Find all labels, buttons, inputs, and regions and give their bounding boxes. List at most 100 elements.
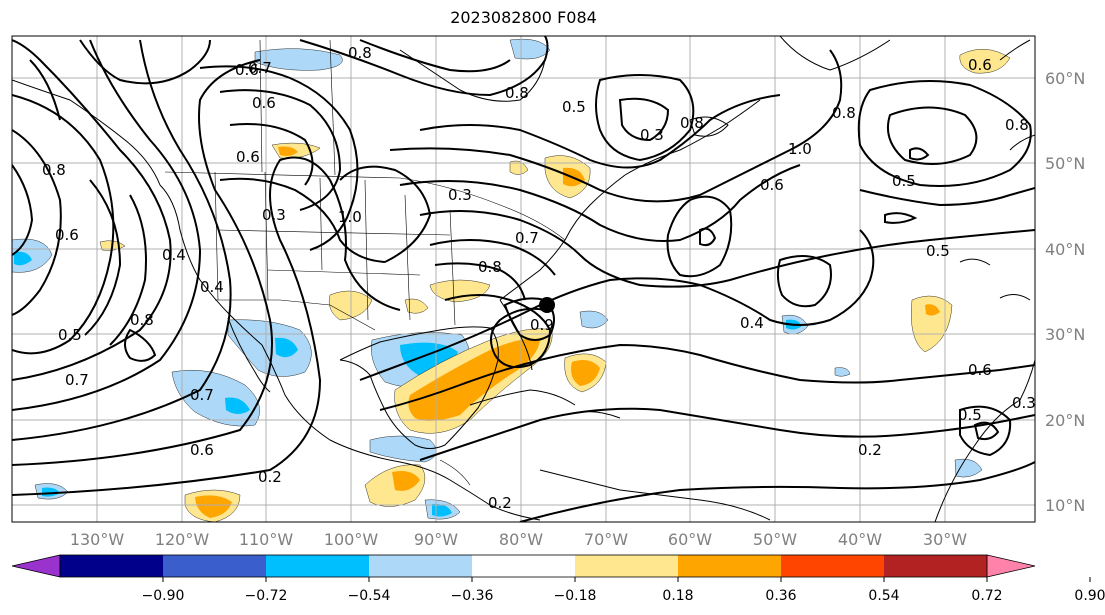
positive-patch bbox=[195, 495, 232, 518]
colorbar-tick-label: 0.54 bbox=[868, 588, 899, 604]
contour-label: 0.3 bbox=[640, 126, 664, 144]
negative-patch bbox=[432, 503, 452, 517]
contour-label: 0.4 bbox=[162, 246, 186, 264]
positive-patch bbox=[404, 298, 429, 314]
negative-patch bbox=[954, 458, 983, 478]
colorbar-outline bbox=[59, 554, 988, 578]
contour-label: 0.8 bbox=[1005, 116, 1029, 134]
colorbar-tick-label: −0.72 bbox=[245, 588, 288, 604]
positive-patch bbox=[959, 49, 1011, 74]
coast-africa bbox=[934, 359, 1035, 522]
map-area: 0.6 0.7 0.6 0.6 0.3 0.8 1.0 0.8 0.5 0.3 … bbox=[12, 36, 1036, 522]
latitude-labels: 60°N 50°N 40°N 30°N 20°N 10°N bbox=[1045, 69, 1085, 515]
contour-label: 0.6 bbox=[968, 361, 992, 379]
lat-label: 50°N bbox=[1045, 154, 1085, 173]
political-borders bbox=[164, 39, 566, 486]
coast-us-west bbox=[159, 184, 263, 346]
negative-patch bbox=[275, 337, 298, 358]
coast-hispaniola bbox=[579, 411, 621, 419]
graticule bbox=[12, 36, 1035, 522]
colorbar-tick-label: 0.90 bbox=[1074, 588, 1105, 604]
contour-label: 0.2 bbox=[858, 441, 882, 459]
colorbar-ticks: −0.90 −0.72 −0.54 −0.36 −0.18 0.18 0.36 0.54 0.7… bbox=[142, 577, 1105, 604]
contour-label: 0.8 bbox=[130, 311, 154, 329]
positive-patch bbox=[392, 471, 420, 491]
colorbar-extend-max bbox=[986, 554, 1036, 578]
lon-label: 120°W bbox=[155, 530, 210, 549]
colorbar-tick-label: −0.90 bbox=[142, 588, 185, 604]
map-title: 2023082800 F084 bbox=[450, 8, 597, 27]
coast-cuba bbox=[469, 389, 576, 406]
colorbar-tick-label: 0.36 bbox=[765, 588, 796, 604]
positive-patch bbox=[278, 146, 298, 156]
map-frame bbox=[11, 35, 1036, 523]
negative-patch bbox=[509, 38, 551, 60]
contour-label: 0.7 bbox=[190, 386, 214, 404]
contour-label: 0.6 bbox=[236, 148, 260, 166]
colorbar-swatch bbox=[163, 555, 267, 577]
negative-patch bbox=[14, 251, 32, 266]
contour-label: 0.5 bbox=[562, 98, 586, 116]
coast-canaries bbox=[999, 294, 1031, 301]
lon-label: 70°W bbox=[584, 530, 628, 549]
colorbar-extend-min bbox=[11, 554, 61, 578]
contour-label: 0.8 bbox=[348, 44, 372, 62]
lon-label: 60°W bbox=[668, 530, 712, 549]
contour-label: 0.8 bbox=[42, 161, 66, 179]
lat-label: 60°N bbox=[1045, 69, 1085, 88]
lon-label: 30°W bbox=[923, 530, 967, 549]
positive-patch bbox=[571, 360, 600, 386]
contour-label: 0.8 bbox=[680, 114, 704, 132]
contour-label: 0.4 bbox=[200, 278, 224, 296]
longitude-labels: 130°W 120°W 110°W 100°W 90°W 80°W 70°W 6… bbox=[70, 530, 967, 549]
lon-label: 40°W bbox=[838, 530, 882, 549]
coast-south-america bbox=[539, 469, 771, 521]
lon-label: 90°W bbox=[414, 530, 458, 549]
colorbar-swatch bbox=[678, 555, 782, 577]
coast-greenland bbox=[779, 36, 891, 71]
lat-label: 10°N bbox=[1045, 496, 1085, 515]
contour-label: 0.7 bbox=[515, 229, 539, 247]
contour-label: 0.5 bbox=[926, 242, 950, 260]
colorbar-swatch bbox=[575, 555, 679, 577]
contour-label: 0.6 bbox=[190, 441, 214, 459]
colorbar-swatch bbox=[472, 555, 576, 577]
contour-label: 0.6 bbox=[252, 94, 276, 112]
lat-label: 30°N bbox=[1045, 325, 1085, 344]
contour-label: 0.3 bbox=[1012, 394, 1036, 412]
negative-patch bbox=[254, 48, 343, 71]
contour-label: 0.6 bbox=[55, 226, 79, 244]
coast-canada-east bbox=[624, 99, 761, 176]
contour-labels: 0.6 0.7 0.6 0.6 0.3 0.8 1.0 0.8 0.5 0.3 … bbox=[42, 44, 1036, 512]
coast-hudson bbox=[399, 49, 546, 102]
colorbar-tick-label: −0.36 bbox=[451, 588, 494, 604]
colorbar-tick-label: 0.72 bbox=[971, 588, 1002, 604]
positive-patch bbox=[911, 295, 953, 353]
colorbar: −0.90 −0.72 −0.54 −0.36 −0.18 0.18 0.36 0.54 0.7… bbox=[11, 554, 1105, 604]
lon-label: 130°W bbox=[70, 530, 125, 549]
colorbar-swatch bbox=[60, 555, 164, 577]
coast-newfoundland bbox=[689, 116, 729, 137]
contour-label: 0.6 bbox=[968, 56, 992, 74]
contour-label: 0.7 bbox=[65, 371, 89, 389]
contour-label: 0.9 bbox=[530, 316, 554, 334]
coast-pacific-northwest bbox=[12, 79, 161, 186]
lat-label: 20°N bbox=[1045, 411, 1085, 430]
colorbar-swatch bbox=[781, 555, 885, 577]
positive-patch bbox=[925, 304, 940, 316]
coast-uk bbox=[999, 39, 1031, 61]
colorbar-swatch bbox=[884, 555, 988, 577]
contour-label: 0.2 bbox=[488, 494, 512, 512]
positive-patch bbox=[509, 160, 529, 175]
contour-label: 0.5 bbox=[892, 172, 916, 190]
lon-label: 50°W bbox=[753, 530, 797, 549]
contour-label: 0.8 bbox=[832, 104, 856, 122]
lon-label: 100°W bbox=[324, 530, 379, 549]
contour-label: 0.8 bbox=[505, 84, 529, 102]
coast-azores bbox=[959, 258, 991, 266]
positive-patch bbox=[429, 279, 491, 303]
negative-patch bbox=[834, 367, 851, 377]
contour-label: 1.0 bbox=[788, 140, 812, 158]
contour-label: 0.6 bbox=[760, 176, 784, 194]
contour-label: 0.7 bbox=[248, 59, 272, 77]
